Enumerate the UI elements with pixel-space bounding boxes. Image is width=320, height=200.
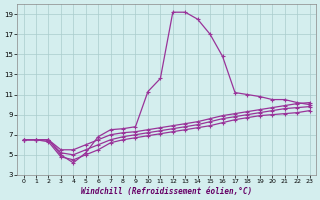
X-axis label: Windchill (Refroidissement éolien,°C): Windchill (Refroidissement éolien,°C): [81, 187, 252, 196]
